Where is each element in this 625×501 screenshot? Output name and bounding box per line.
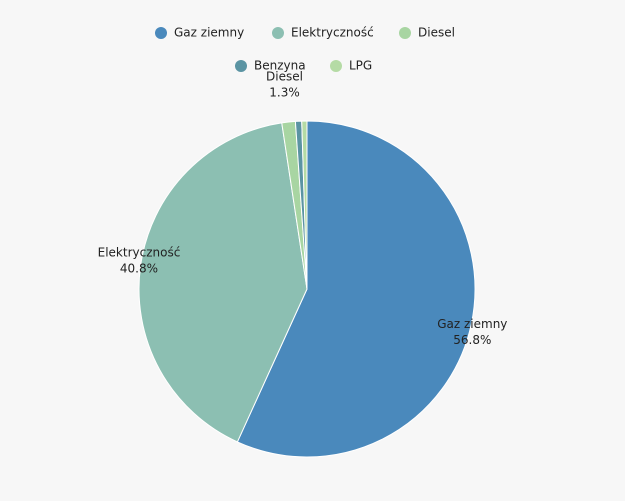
slice-label: Gaz ziemny bbox=[437, 317, 507, 331]
legend-label: LPG bbox=[349, 59, 372, 73]
legend-label: Gaz ziemny bbox=[174, 26, 244, 40]
legend-swatch bbox=[399, 27, 411, 39]
slice-label: Diesel bbox=[266, 70, 303, 84]
legend-label: Diesel bbox=[418, 26, 455, 40]
pie-slice bbox=[301, 120, 308, 290]
pie-slice bbox=[236, 120, 476, 458]
pie-slice bbox=[138, 122, 308, 443]
legend-swatch bbox=[235, 60, 247, 72]
legend-swatch bbox=[272, 27, 284, 39]
legend-label: Elektryczność bbox=[291, 26, 374, 40]
legend-swatch bbox=[330, 60, 342, 72]
legend-swatch bbox=[155, 27, 167, 39]
legend-label: Benzyna bbox=[254, 59, 306, 73]
slice-value: 1.3% bbox=[269, 86, 300, 100]
slice-value: 40.8% bbox=[120, 261, 158, 275]
slice-value: 56.8% bbox=[453, 333, 491, 347]
slice-label: Elektryczność bbox=[98, 245, 181, 259]
